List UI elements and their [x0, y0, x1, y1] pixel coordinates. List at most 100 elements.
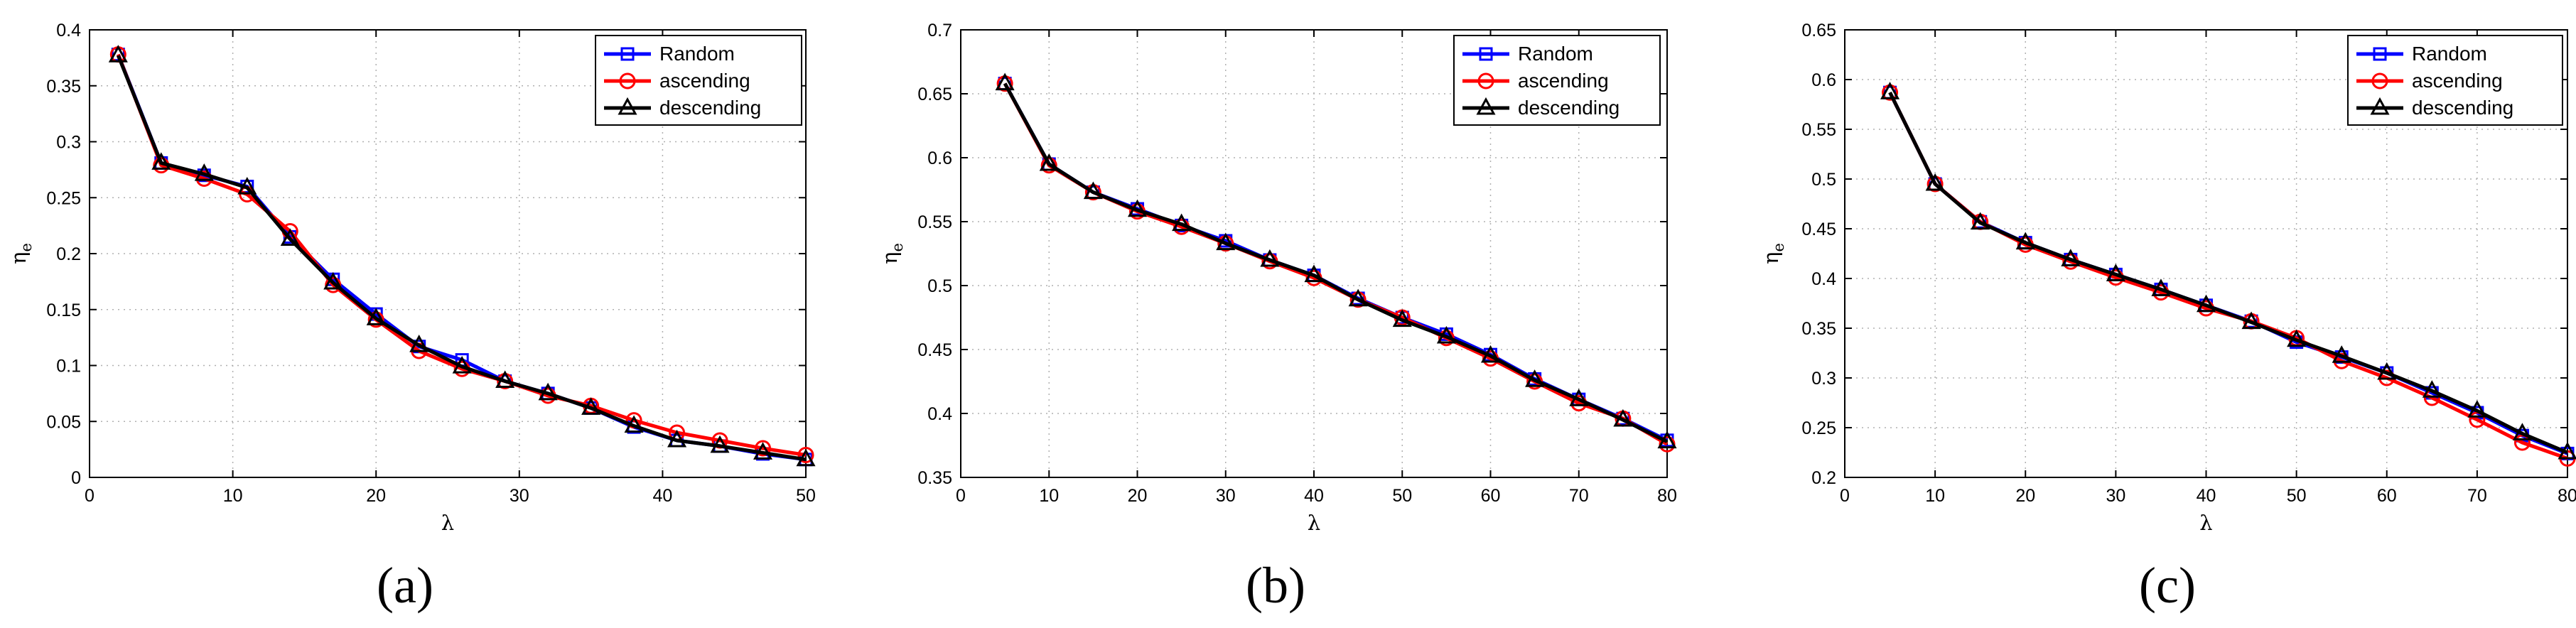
- data-point-descending: [2467, 400, 2487, 418]
- legend-marker-descending: [1476, 97, 1496, 115]
- data-point-descending: [2287, 329, 2307, 347]
- x-tick-label: 30: [1216, 486, 1236, 506]
- data-point-descending: [1971, 212, 1990, 230]
- y-tick-label: 0.15: [46, 301, 81, 320]
- data-point-descending: [710, 435, 730, 453]
- series-line-descending: [1888, 92, 2568, 455]
- x-tick-label: 80: [2558, 486, 2576, 506]
- legend-label-Random: Random: [2412, 43, 2487, 65]
- y-axis-label: ηe: [878, 243, 906, 264]
- y-tick-label: 0.55: [1801, 120, 1836, 140]
- data-point-descending: [538, 382, 558, 401]
- y-tick-label: 0.35: [917, 468, 952, 488]
- data-point-descending: [2377, 362, 2397, 380]
- data-point-descending: [796, 448, 816, 467]
- x-tick-label: 40: [1304, 486, 1324, 506]
- legend-label-ascending: ascending: [659, 70, 750, 92]
- data-point-descending: [1880, 82, 1900, 99]
- y-tick-label: 0.25: [46, 188, 81, 208]
- legend-label-descending: descending: [2412, 97, 2513, 119]
- panel-caption: (b): [1246, 557, 1305, 614]
- data-point-descending: [1039, 153, 1059, 171]
- y-tick-label: 0.6: [1811, 70, 1836, 90]
- y-tick-label: 0.2: [56, 244, 81, 264]
- y-tick-label: 0.6: [927, 148, 952, 168]
- legend-marker-Random: [2373, 47, 2387, 61]
- data-point-descending: [1172, 213, 1192, 232]
- x-tick-label: 70: [2467, 486, 2487, 506]
- panel-c: 0 10 20 30 40 50 60 70 80 0.2 0.25 0.3 0.35 0.4 0.45 0.…: [1759, 21, 2576, 614]
- data-point-descending: [995, 72, 1015, 91]
- data-point-descending: [1480, 345, 1501, 363]
- data-point-descending: [1127, 199, 1148, 217]
- y-axis-label-subscript: e: [1770, 243, 1787, 251]
- legend: Random ascending descending: [1453, 35, 1661, 126]
- data-point-descending: [2196, 294, 2216, 313]
- legend-marker-descending: [618, 97, 637, 115]
- legend-marker-descending: [2370, 97, 2390, 115]
- panel-caption: (a): [377, 557, 433, 614]
- data-point-descending: [2015, 232, 2035, 250]
- y-tick-label: 0.1: [56, 357, 81, 377]
- x-tick-label: 30: [2106, 486, 2125, 506]
- data-point-descending: [1525, 369, 1545, 387]
- y-axis-label-subscript: e: [18, 243, 35, 251]
- x-axis-label: λ: [1308, 511, 1320, 535]
- x-tick-label: 20: [366, 486, 386, 506]
- data-point-descending: [237, 176, 257, 195]
- data-point-descending: [1348, 288, 1368, 307]
- legend-marker-Random: [620, 47, 635, 61]
- data-point-descending: [1083, 181, 1103, 200]
- x-tick-label: 10: [223, 486, 243, 506]
- legend-label-Random: Random: [1518, 43, 1593, 65]
- x-tick-label: 50: [796, 486, 816, 506]
- data-point-descending: [108, 45, 128, 63]
- y-axis-label: ηe: [6, 243, 35, 264]
- data-point-ascending: [797, 447, 814, 463]
- x-tick-label: 40: [652, 486, 672, 506]
- data-point-descending: [1436, 325, 1456, 344]
- legend-marker-ascending: [2371, 72, 2388, 90]
- data-point-descending: [1216, 232, 1236, 251]
- data-point-descending: [753, 442, 773, 460]
- x-tick-label: 10: [1039, 486, 1059, 506]
- legend-label-ascending: ascending: [1518, 70, 1609, 92]
- data-point-descending: [1304, 264, 1324, 283]
- panel-a: 0 10 20 30 40 50 0 0.05 0.1 0.15 0.2 0.25 0.3 0.35 0.4…: [6, 21, 816, 614]
- y-tick-label: 0.5: [927, 276, 952, 296]
- y-tick-label: 0.05: [46, 412, 81, 432]
- data-point-descending: [2241, 311, 2261, 330]
- data-point-descending: [2558, 441, 2576, 460]
- x-tick-label: 60: [2377, 486, 2397, 506]
- data-point-descending: [1657, 431, 1677, 449]
- panel-b: 0 10 20 30 40 50 60 70 80 0.35 0.4 0.45 0.5 0.55 0.6 0.…: [878, 21, 1677, 614]
- data-point-descending: [1925, 173, 1945, 191]
- data-point-descending: [667, 429, 687, 448]
- x-axis-label: λ: [441, 511, 454, 535]
- data-point-descending: [452, 355, 472, 374]
- x-tick-label: 0: [85, 486, 95, 506]
- x-tick-label: 20: [1128, 486, 1148, 506]
- y-tick-label: 0.4: [1811, 269, 1836, 289]
- panel-caption: (c): [2139, 557, 2196, 614]
- legend-label-Random: Random: [659, 43, 735, 65]
- x-tick-label: 0: [956, 486, 966, 506]
- data-point-descending: [1392, 309, 1412, 327]
- data-point-descending: [323, 271, 343, 290]
- legend-marker-ascending: [1477, 72, 1494, 90]
- x-tick-label: 30: [510, 486, 529, 506]
- y-tick-label: 0.2: [1811, 468, 1836, 488]
- data-point-ascending: [367, 311, 384, 328]
- data-point-ascending: [1040, 157, 1057, 174]
- x-tick-label: 40: [2197, 486, 2216, 506]
- y-tick-label: 0.45: [917, 340, 952, 360]
- data-point-descending: [495, 370, 515, 389]
- legend-marker-Random: [1479, 47, 1493, 61]
- y-tick-label: 0.5: [1811, 170, 1836, 190]
- data-point-descending: [366, 308, 386, 325]
- y-tick-label: 0: [71, 468, 81, 488]
- data-point-descending: [2332, 345, 2351, 363]
- data-point-descending: [1260, 249, 1280, 267]
- data-point-descending: [2106, 264, 2125, 281]
